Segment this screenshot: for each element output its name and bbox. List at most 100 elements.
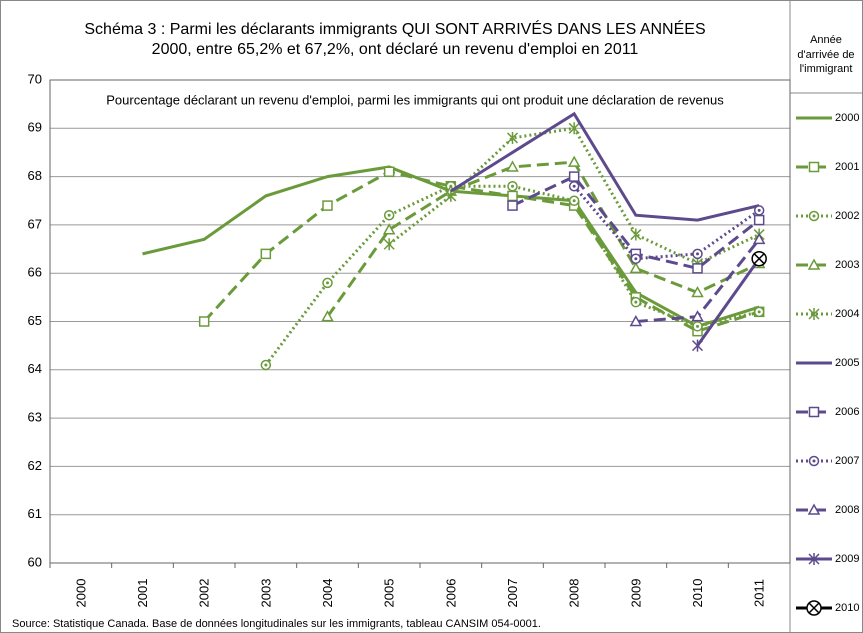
x-tick-label: 2011 (752, 579, 767, 607)
x-tick-label: 2006 (443, 579, 458, 608)
marker (260, 359, 272, 371)
marker (260, 248, 272, 260)
legend-label: 2001 (835, 161, 859, 173)
x-tick-label: 2005 (382, 579, 397, 608)
marker-triangle (629, 314, 643, 327)
marker-dot (634, 257, 638, 261)
marker (751, 250, 767, 267)
marker-triangle (382, 223, 396, 235)
marker (445, 189, 457, 202)
marker (630, 253, 642, 264)
marker (808, 308, 820, 320)
series-line (450, 111, 760, 222)
x-tick-label: 2009 (628, 579, 643, 608)
marker-dot (572, 184, 576, 188)
marker-dot (572, 199, 576, 203)
marker-square (808, 406, 820, 418)
y-tick-label: 64 (28, 361, 42, 376)
marker-dot (264, 363, 268, 367)
marker (691, 339, 704, 352)
marker-dot (812, 214, 816, 218)
marker (382, 223, 396, 235)
legend-title: Année (810, 34, 842, 46)
marker (507, 181, 518, 192)
legend-title: d'arrivée de (797, 49, 854, 61)
marker (567, 155, 581, 167)
marker-square (692, 263, 703, 274)
marker-dot (812, 459, 816, 463)
legend-label: 2007 (835, 455, 859, 467)
marker (808, 553, 820, 565)
chart-subtitle: Pourcentage déclarant un revenu d'emploi… (106, 92, 724, 107)
marker (568, 181, 580, 192)
marker (322, 200, 333, 211)
marker-square (808, 161, 820, 173)
x-tick-label: 2008 (567, 579, 582, 608)
marker-x (808, 602, 820, 614)
y-tick-label: 68 (28, 168, 42, 183)
marker (753, 205, 765, 216)
marker (630, 296, 642, 308)
marker (692, 263, 703, 274)
marker (322, 277, 333, 289)
marker-triangle (321, 310, 334, 322)
marker (753, 214, 765, 226)
y-tick-label: 65 (28, 313, 42, 328)
marker-square (383, 166, 395, 178)
marker-asterisk (445, 189, 457, 202)
marker (506, 131, 519, 144)
marker-triangle (506, 160, 519, 172)
marker-asterisk (568, 122, 580, 135)
marker (806, 600, 822, 616)
legend-label: 2009 (835, 553, 859, 565)
y-tick-label: 60 (28, 554, 42, 569)
marker-dot (326, 281, 329, 285)
marker (198, 316, 210, 327)
marker (321, 310, 334, 322)
marker-square (507, 200, 518, 211)
marker (506, 160, 519, 172)
marker-asterisk (383, 238, 395, 251)
y-tick-label: 70 (28, 71, 42, 86)
x-tick-label: 2002 (197, 579, 212, 608)
chart-title: Schéma 3 : Parmi les déclarants immigran… (84, 19, 705, 38)
marker (630, 228, 642, 241)
y-tick-label: 66 (28, 265, 42, 280)
marker-square (260, 248, 272, 260)
source-note: Source: Statistique Canada. Base de donn… (12, 618, 541, 630)
marker (507, 200, 518, 211)
y-tick-label: 67 (28, 216, 42, 231)
marker (691, 310, 704, 322)
marker (808, 210, 820, 222)
marker (753, 306, 765, 318)
legend-label: 2003 (835, 259, 859, 271)
x-tick-label: 2000 (73, 579, 88, 608)
legend-label: 2002 (835, 210, 859, 222)
marker-dot (757, 310, 761, 314)
marker-triangle (567, 155, 581, 167)
marker-square (507, 190, 518, 202)
series-line (696, 257, 761, 347)
marker-square (568, 171, 580, 182)
marker-asterisk (808, 308, 820, 320)
x-tick-label: 2007 (505, 579, 520, 608)
series-line (326, 160, 760, 318)
chart-title: 2000, entre 65,2% et 67,2%, ont déclaré … (152, 41, 639, 58)
marker (808, 161, 820, 173)
y-tick-label: 63 (28, 410, 42, 425)
marker-dot (634, 300, 638, 304)
legend-label: 2004 (835, 308, 859, 320)
series-line (203, 170, 760, 333)
marker-square (198, 316, 210, 327)
marker-triangle (807, 503, 821, 515)
marker (383, 209, 395, 221)
marker-triangle (691, 285, 704, 298)
marker (692, 248, 703, 260)
y-tick-label: 61 (28, 506, 42, 521)
marker (383, 166, 395, 178)
marker (692, 321, 703, 332)
marker-asterisk (808, 553, 820, 565)
legend-label: 2000 (835, 112, 859, 124)
